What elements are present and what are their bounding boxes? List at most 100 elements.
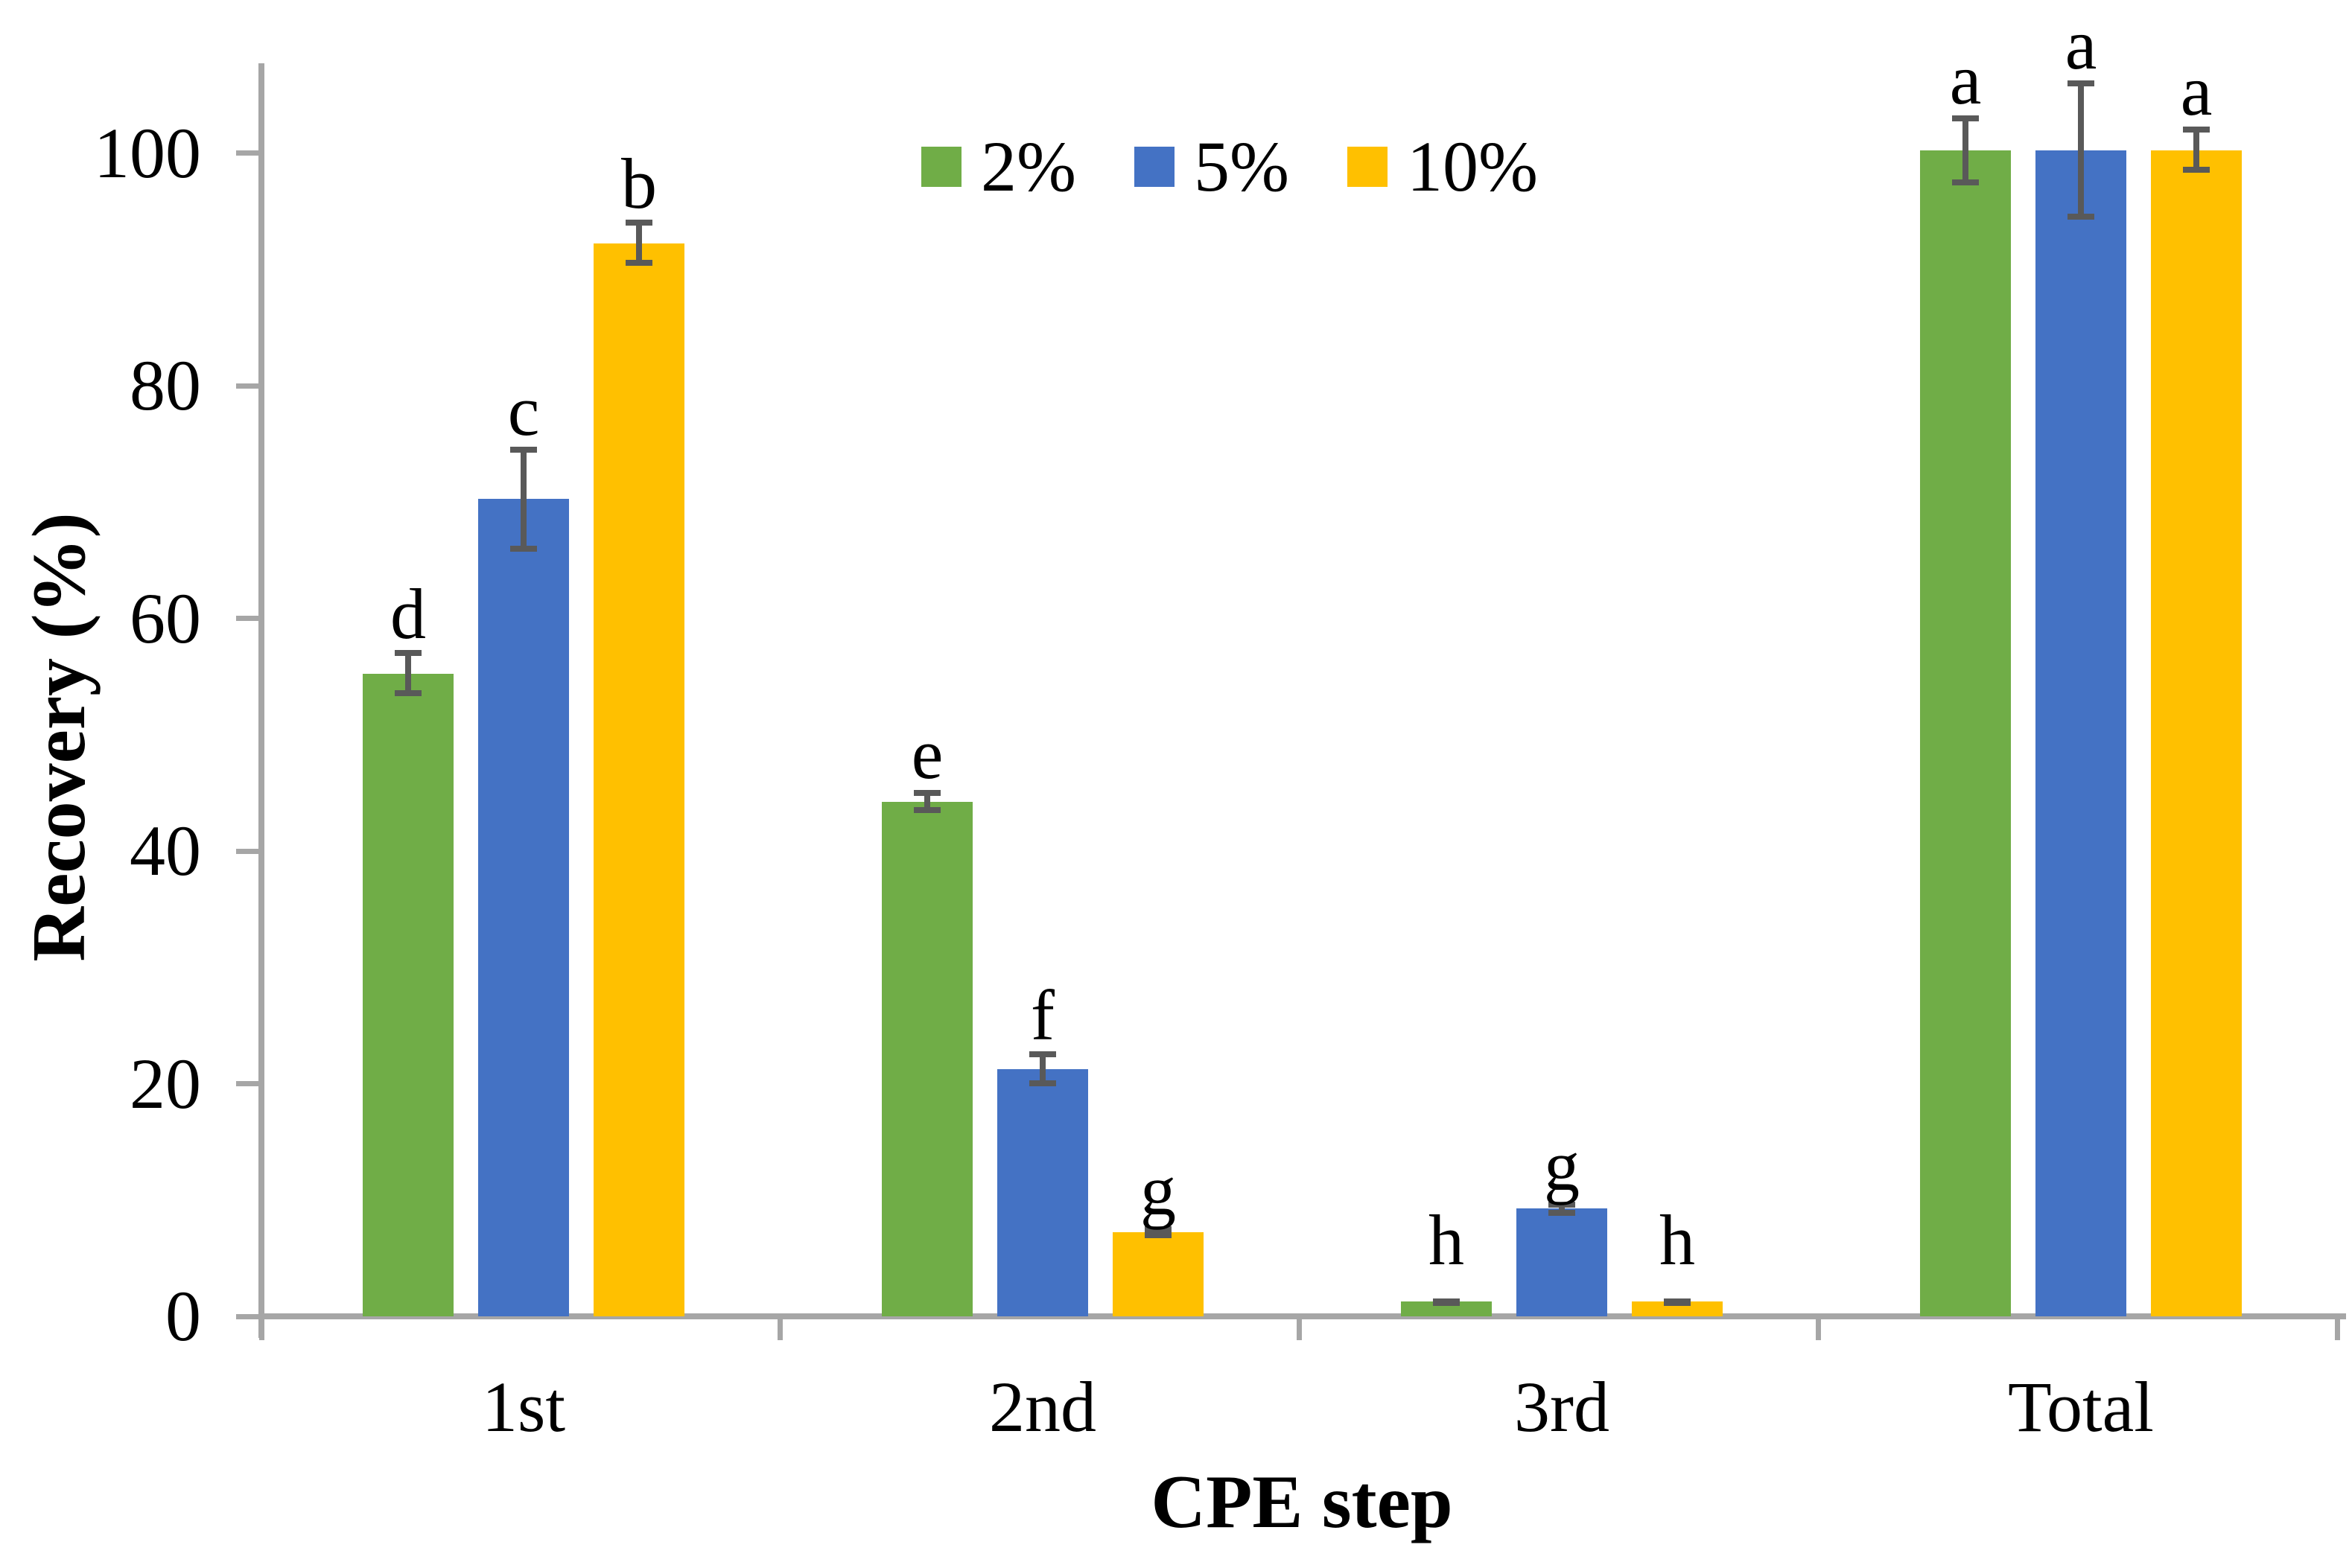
y-tick — [236, 849, 258, 854]
legend-item: 2% — [921, 131, 1076, 203]
error-bar-cap-bottom — [1952, 179, 1979, 185]
significance-letter: g — [1544, 1126, 1580, 1205]
legend-swatch-icon — [921, 147, 962, 187]
error-bar-cap-bottom — [1664, 1300, 1691, 1306]
significance-letter: g — [1140, 1150, 1176, 1230]
error-bar-cap-bottom — [2067, 214, 2094, 220]
y-tick — [236, 1081, 258, 1086]
error-bar — [1433, 1298, 1460, 1306]
error-bar — [2067, 80, 2094, 220]
error-bar-line — [1962, 115, 1968, 185]
legend-swatch-icon — [1347, 147, 1388, 187]
error-bar — [510, 447, 537, 552]
significance-letter: e — [911, 714, 944, 794]
error-bar-cap-bottom — [626, 260, 652, 266]
y-tick-label: 0 — [165, 1276, 201, 1356]
significance-letter: a — [2180, 51, 2213, 130]
category-label: 1st — [481, 1367, 566, 1447]
significance-letter: d — [390, 574, 426, 654]
significance-letter: c — [507, 371, 540, 450]
y-tick — [236, 616, 258, 621]
error-bar-cap-top — [510, 447, 537, 453]
y-tick — [236, 150, 258, 156]
error-bar-cap-top — [1548, 1202, 1575, 1208]
error-bar-cap-top — [1145, 1226, 1172, 1232]
error-bar — [1145, 1226, 1172, 1238]
y-tick-label: 40 — [130, 811, 201, 890]
legend-label: 5% — [1193, 127, 1289, 206]
error-bar-line — [2193, 127, 2199, 173]
legend-label: 2% — [981, 127, 1076, 206]
x-boundary-tick — [2335, 1318, 2340, 1340]
category-label: 3rd — [1514, 1367, 1609, 1447]
x-axis-title: CPE step — [1151, 1460, 1453, 1544]
error-bar-cap-bottom — [395, 690, 422, 696]
x-boundary-tick — [1297, 1318, 1302, 1340]
legend: 2% 5% 10% — [921, 131, 1538, 203]
significance-letter: h — [1428, 1200, 1464, 1280]
error-bar — [395, 650, 422, 696]
legend-item: 10% — [1347, 131, 1538, 203]
bar — [1632, 1301, 1723, 1316]
error-bar-line — [1040, 1051, 1046, 1086]
error-bar-line — [924, 790, 930, 813]
error-bar-line — [636, 220, 642, 266]
significance-letter: a — [2065, 4, 2097, 84]
error-bar-cap-top — [1029, 1051, 1056, 1057]
error-bar-cap-top — [626, 220, 652, 226]
x-boundary-tick — [259, 1318, 264, 1340]
error-bar-cap-bottom — [914, 807, 941, 813]
significance-letter: h — [1659, 1200, 1695, 1280]
bar — [1401, 1301, 1492, 1316]
error-bar-cap-top — [395, 650, 422, 656]
category-label: Total — [2008, 1367, 2154, 1447]
error-bar-line — [2078, 80, 2084, 220]
error-bar-cap-bottom — [2183, 167, 2210, 173]
bar — [1920, 150, 2011, 1316]
significance-letter: b — [621, 144, 657, 223]
error-bar-cap-bottom — [1548, 1210, 1575, 1216]
error-bar-line — [405, 650, 411, 696]
y-tick-label: 80 — [130, 345, 201, 425]
error-bar-cap-top — [914, 790, 941, 796]
error-bar-cap-bottom — [1145, 1232, 1172, 1238]
y-tick-label: 20 — [130, 1044, 201, 1124]
y-tick-label: 100 — [94, 113, 201, 193]
legend-label: 10% — [1406, 127, 1538, 206]
bar — [478, 499, 569, 1316]
bar — [1516, 1208, 1607, 1316]
x-axis-line — [258, 1313, 2346, 1319]
y-tick — [236, 1314, 258, 1319]
bar — [2035, 150, 2126, 1316]
significance-letter: a — [1949, 39, 1982, 119]
error-bar — [1548, 1202, 1575, 1216]
error-bar-cap-top — [1952, 115, 1979, 121]
bar — [2151, 150, 2242, 1316]
bar — [882, 802, 973, 1316]
error-bar — [914, 790, 941, 813]
legend-swatch-icon — [1134, 147, 1175, 187]
bar — [363, 674, 454, 1316]
error-bar — [1952, 115, 1979, 185]
bar — [997, 1069, 1088, 1316]
y-tick — [236, 383, 258, 389]
error-bar-cap-top — [2183, 127, 2210, 133]
error-bar-cap-top — [2067, 80, 2094, 86]
error-bar — [2183, 127, 2210, 173]
x-boundary-tick — [778, 1318, 783, 1340]
significance-letter: f — [1031, 975, 1055, 1055]
error-bar — [626, 220, 652, 266]
error-bar-line — [521, 447, 527, 552]
error-bar-cap-bottom — [510, 546, 537, 552]
bar — [594, 243, 684, 1316]
error-bar-line — [1559, 1202, 1565, 1216]
legend-item: 5% — [1134, 131, 1289, 203]
bar — [1113, 1232, 1204, 1316]
error-bar-cap-bottom — [1029, 1080, 1056, 1086]
error-bar — [1029, 1051, 1056, 1086]
x-boundary-tick — [1816, 1318, 1821, 1340]
error-bar-cap-bottom — [1433, 1300, 1460, 1306]
y-axis-line — [258, 63, 264, 1338]
